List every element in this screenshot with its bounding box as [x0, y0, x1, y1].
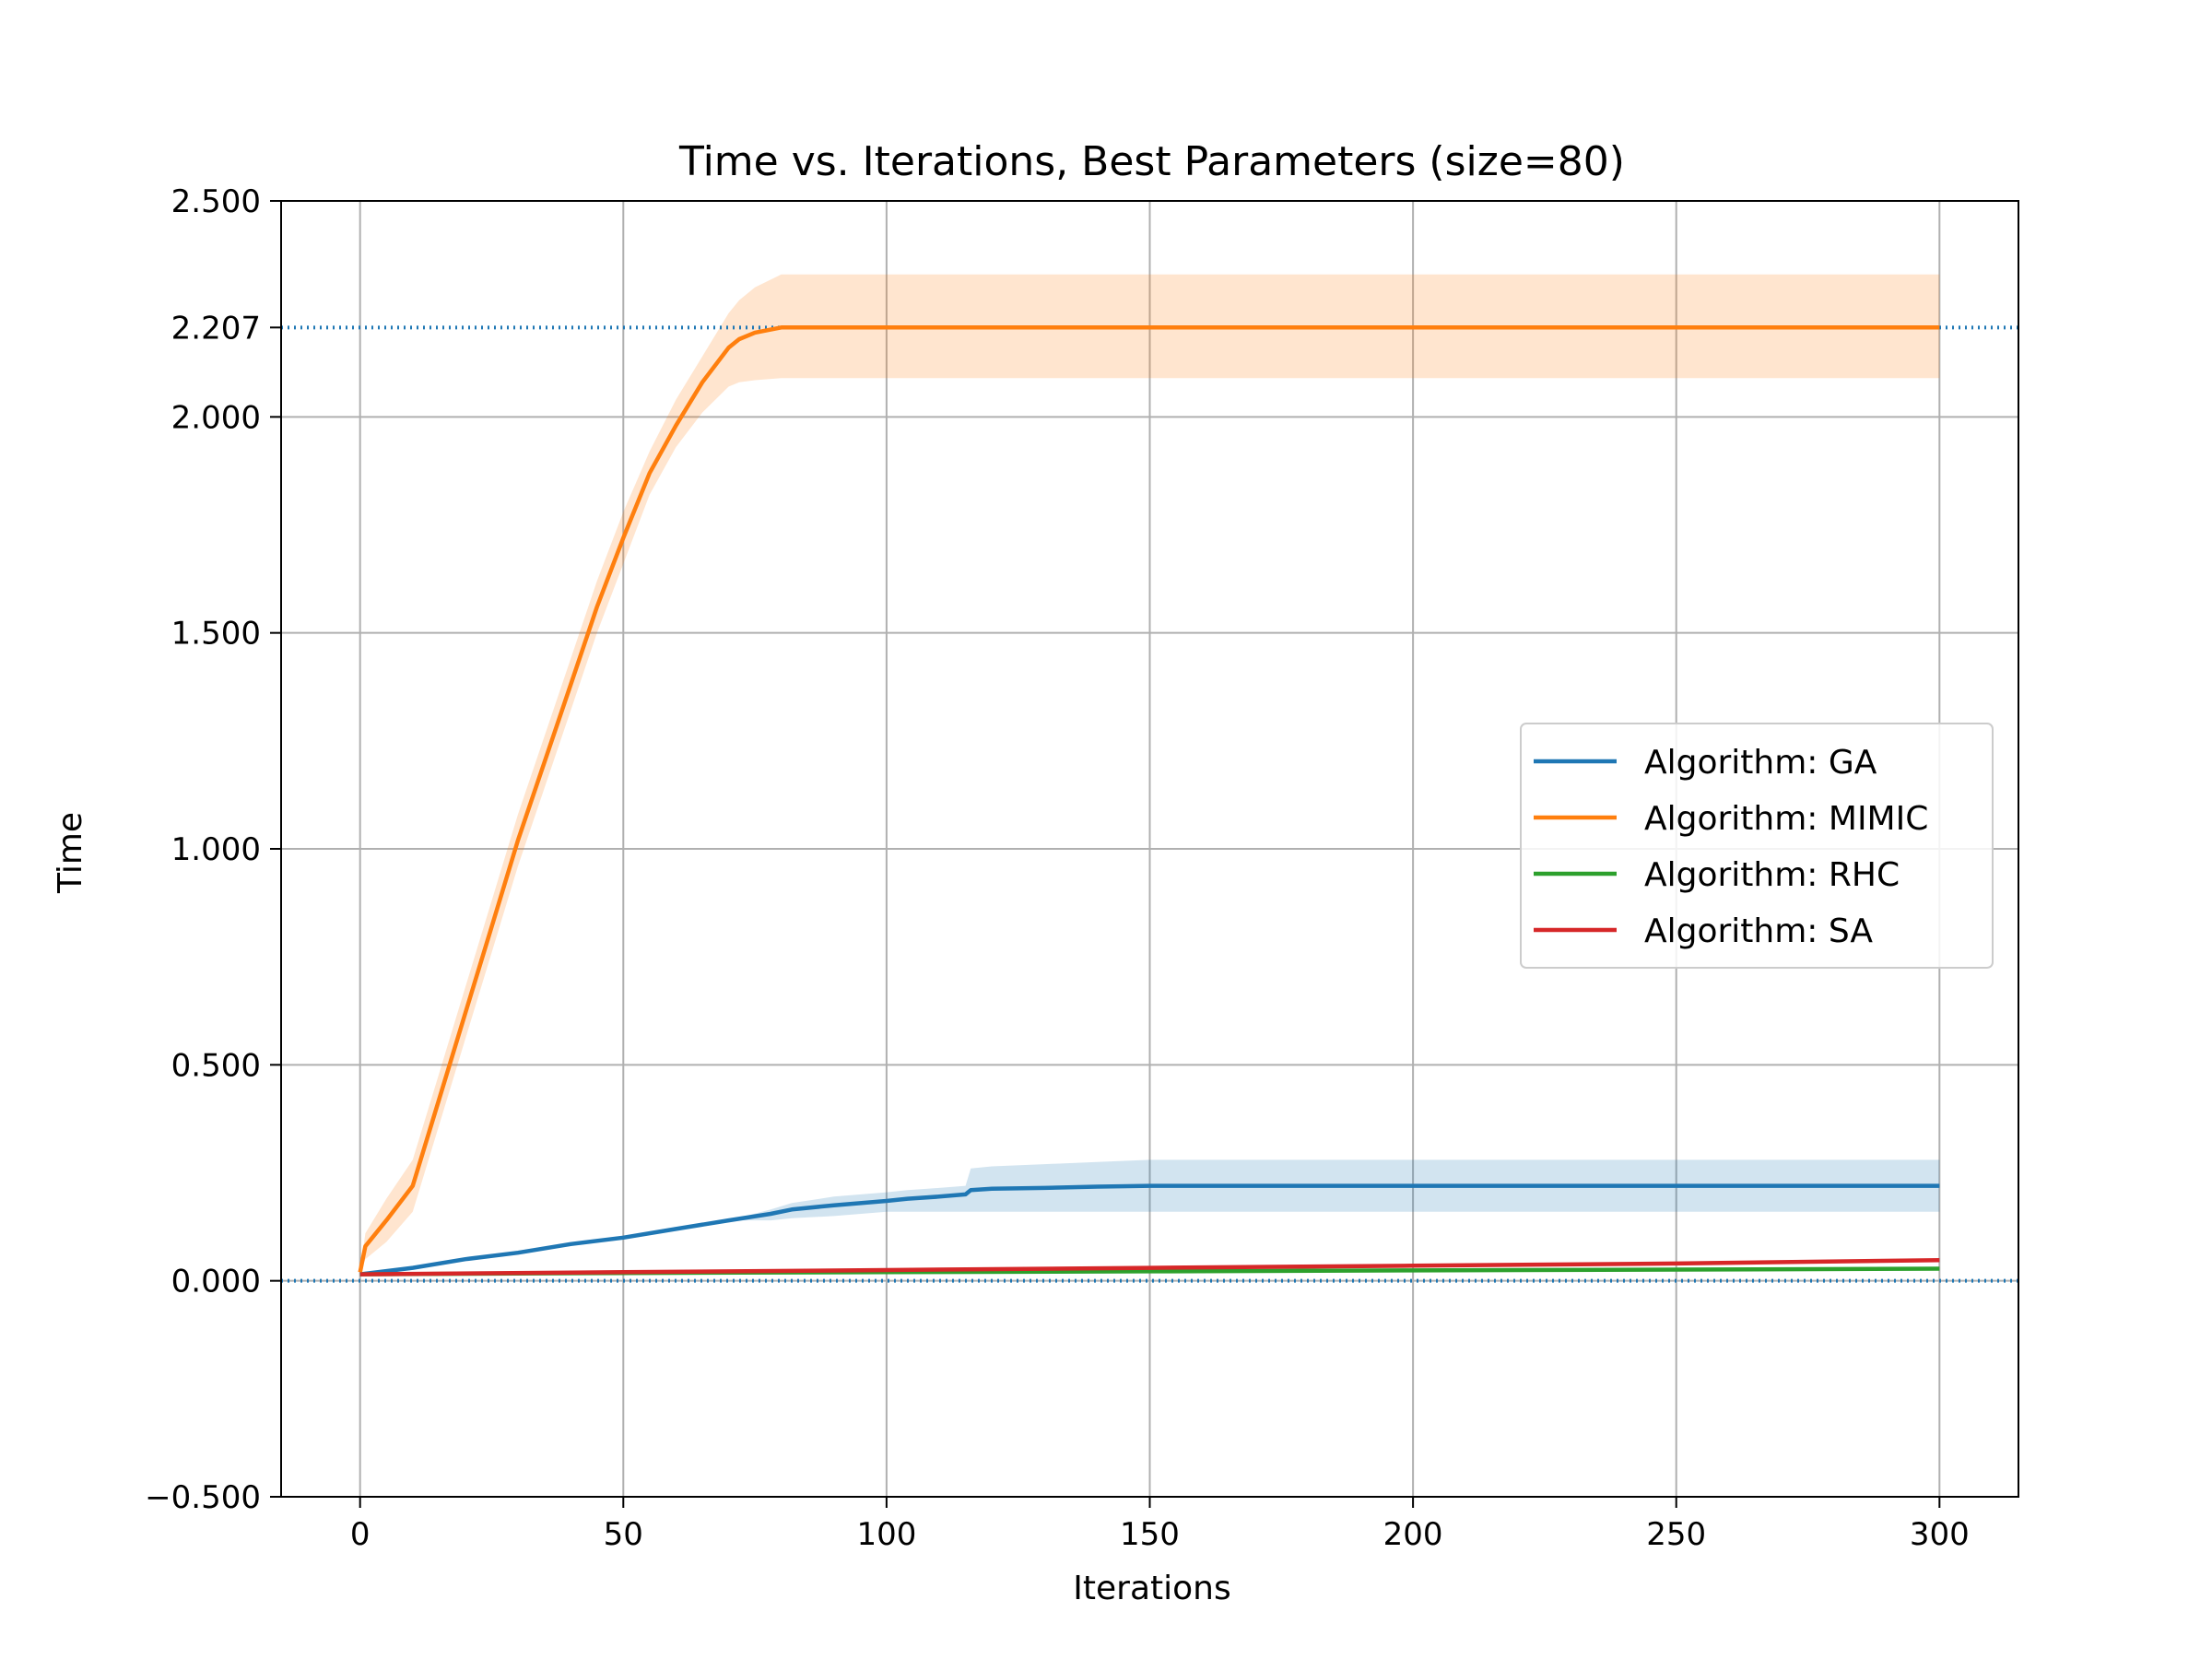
- y-tick-label-0: −0.500: [145, 1479, 261, 1516]
- series-line-1: [358, 325, 1940, 1273]
- series-lines: [358, 325, 1940, 1277]
- y-tick-label-5: 2.000: [171, 399, 261, 436]
- band-1: [359, 274, 1940, 1273]
- legend-label-2: Algorithm: RHC: [1644, 856, 1900, 894]
- x-tick-label-0: 0: [350, 1516, 371, 1553]
- confidence-bands: [359, 274, 1940, 1275]
- band-0: [359, 1159, 1940, 1275]
- series-line-0: [359, 1183, 1940, 1277]
- x-tick-label-6: 300: [1910, 1516, 1970, 1553]
- legend-box: [1520, 723, 1994, 969]
- legend: Algorithm: GA Algorithm: MIMIC Algorithm: …: [1520, 723, 1994, 969]
- y-tick-label-2: 0.500: [171, 1047, 261, 1084]
- series-line-3: [359, 1257, 1940, 1277]
- x-tick-label-2: 100: [856, 1516, 916, 1553]
- x-tick-label-1: 50: [604, 1516, 643, 1553]
- y-tick-label-7: 2.500: [171, 183, 261, 220]
- x-tick-label-4: 200: [1383, 1516, 1443, 1553]
- legend-label-0: Algorithm: GA: [1644, 744, 1877, 782]
- y-axis-title: Time: [52, 812, 89, 894]
- chart-title: Time vs. Iterations, Best Parameters (si…: [678, 138, 1625, 185]
- legend-label-3: Algorithm: SA: [1644, 912, 1873, 950]
- x-tick-label-5: 250: [1646, 1516, 1706, 1553]
- y-tick-label-1: 0.000: [171, 1264, 261, 1300]
- y-tick-label-3: 1.000: [171, 831, 261, 868]
- x-tick-label-3: 150: [1120, 1516, 1180, 1553]
- y-axis: −0.500 0.000 0.500 1.000 1.500 2.000 2.207 2.50…: [145, 183, 281, 1516]
- y-tick-label-6: 2.207: [171, 310, 261, 347]
- y-tick-label-4: 1.500: [171, 616, 261, 653]
- legend-label-1: Algorithm: MIMIC: [1644, 800, 1928, 838]
- x-axis: 0 50 100 150 200 250 300: [350, 1497, 1970, 1553]
- x-axis-title: Iterations: [1073, 1570, 1230, 1607]
